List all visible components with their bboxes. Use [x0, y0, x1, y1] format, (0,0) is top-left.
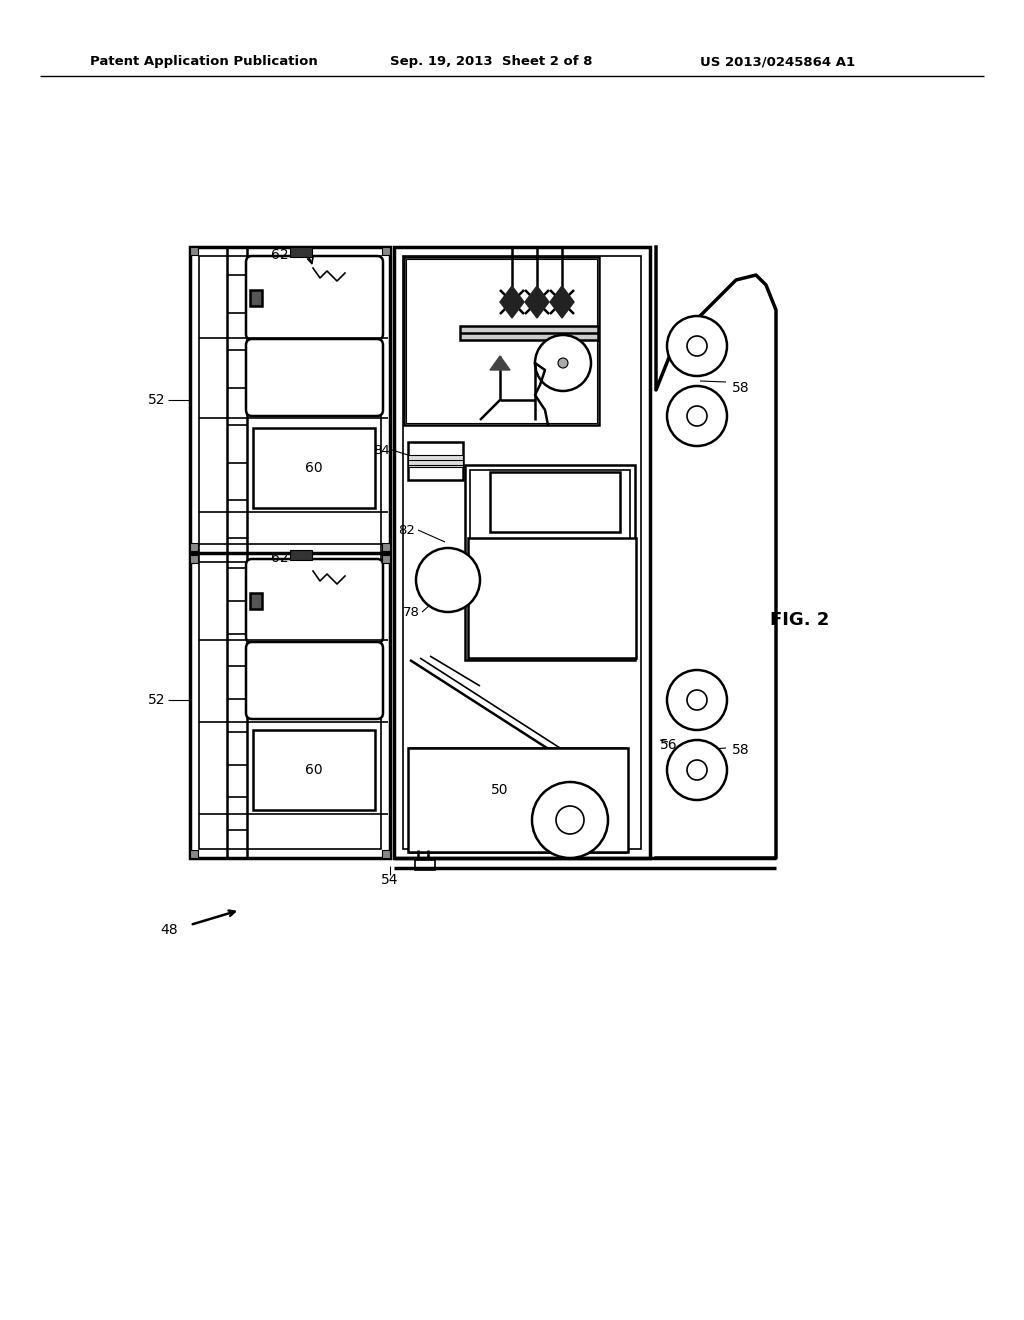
Circle shape	[687, 690, 707, 710]
Text: 58: 58	[732, 743, 750, 756]
Text: 60: 60	[305, 461, 323, 475]
Bar	[382, 554, 390, 564]
FancyBboxPatch shape	[246, 558, 383, 643]
Bar	[408, 442, 463, 480]
Bar	[415, 861, 435, 870]
Bar	[410, 813, 625, 826]
Circle shape	[535, 335, 591, 391]
Text: 56: 56	[660, 738, 678, 752]
Bar	[394, 247, 650, 858]
Text: 62: 62	[271, 550, 289, 565]
Text: 84: 84	[374, 444, 390, 457]
Text: 82: 82	[398, 524, 415, 536]
Polygon shape	[500, 286, 524, 318]
Bar	[460, 326, 598, 341]
FancyBboxPatch shape	[246, 642, 383, 719]
Bar	[410, 826, 625, 840]
FancyBboxPatch shape	[246, 256, 383, 341]
Bar	[190, 247, 390, 858]
Bar	[410, 762, 625, 774]
Bar	[410, 800, 625, 813]
Circle shape	[687, 760, 707, 780]
Text: 54: 54	[381, 873, 398, 887]
Circle shape	[532, 781, 608, 858]
Text: 50: 50	[492, 783, 509, 797]
Text: 48: 48	[161, 923, 178, 937]
Circle shape	[687, 337, 707, 356]
Polygon shape	[656, 247, 776, 858]
Bar	[410, 840, 625, 851]
Bar	[406, 259, 597, 422]
Text: 78: 78	[403, 606, 420, 619]
Bar	[290, 550, 312, 560]
Text: 62: 62	[271, 248, 289, 261]
FancyBboxPatch shape	[246, 339, 383, 416]
Bar	[190, 850, 198, 858]
Text: 52: 52	[147, 393, 165, 407]
Bar	[470, 470, 630, 655]
Bar	[250, 593, 262, 609]
Bar	[382, 543, 390, 550]
Bar	[465, 465, 635, 660]
Circle shape	[667, 671, 727, 730]
Circle shape	[687, 407, 707, 426]
Text: Patent Application Publication: Patent Application Publication	[90, 55, 317, 69]
Bar	[190, 543, 198, 550]
Bar	[410, 774, 625, 787]
Circle shape	[416, 548, 480, 612]
Text: 52: 52	[147, 693, 165, 708]
Bar	[199, 256, 381, 849]
Bar	[190, 554, 198, 564]
Bar	[403, 256, 641, 849]
Text: US 2013/0245864 A1: US 2013/0245864 A1	[700, 55, 855, 69]
Bar	[253, 428, 375, 508]
Bar	[290, 247, 312, 257]
Bar	[382, 850, 390, 858]
Bar	[490, 473, 620, 532]
Bar	[410, 787, 625, 800]
Text: FIG. 2: FIG. 2	[770, 611, 829, 630]
Bar	[190, 247, 198, 255]
Text: Sep. 19, 2013  Sheet 2 of 8: Sep. 19, 2013 Sheet 2 of 8	[390, 55, 593, 69]
Bar	[410, 748, 625, 762]
Polygon shape	[550, 286, 574, 318]
Circle shape	[558, 358, 568, 368]
Bar	[408, 455, 463, 467]
Circle shape	[667, 315, 727, 376]
Bar	[382, 247, 390, 255]
Bar	[408, 748, 628, 851]
Bar	[468, 539, 636, 657]
Bar	[404, 257, 599, 425]
Polygon shape	[525, 286, 549, 318]
Bar	[250, 290, 262, 306]
Text: 58: 58	[732, 381, 750, 395]
Circle shape	[667, 741, 727, 800]
Polygon shape	[490, 356, 510, 370]
Text: 60: 60	[305, 763, 323, 777]
Circle shape	[556, 807, 584, 834]
Circle shape	[667, 385, 727, 446]
Bar	[253, 730, 375, 810]
